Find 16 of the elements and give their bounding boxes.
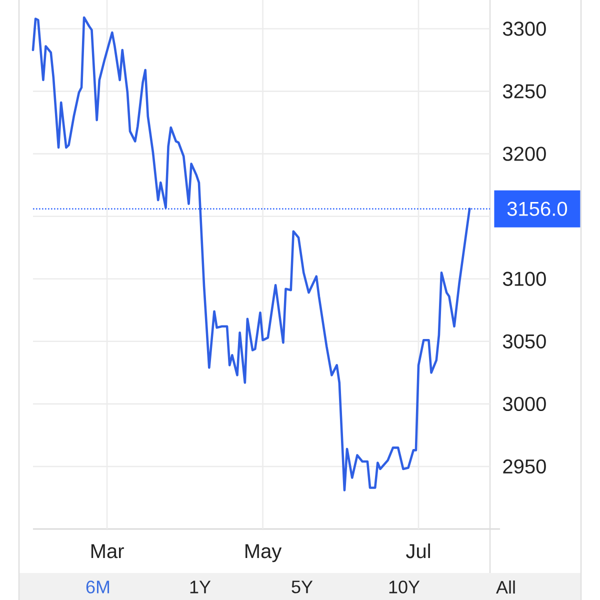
- y-tick-label: 3000: [502, 396, 546, 412]
- text: 10Y: [389, 580, 420, 594]
- y-tick-label: 2950: [503, 459, 546, 474]
- ref-line-label: 3156.0: [507, 202, 567, 216]
- y-tick-label: 3200: [502, 146, 546, 161]
- x-tick-label: May: [246, 544, 282, 562]
- y-tick-label: 3050: [502, 334, 546, 348]
- y-tick-label: 3100: [502, 272, 546, 286]
- text: 5Y: [292, 580, 313, 594]
- text: 1Y: [190, 580, 211, 594]
- text: All: [496, 580, 515, 594]
- text: 6M: [86, 580, 110, 594]
- x-tick-label: Jul: [406, 544, 430, 558]
- x-tick-label: Mar: [91, 544, 124, 558]
- y-tick-label: 3300: [502, 22, 546, 36]
- y-tick-label: 3250: [502, 84, 546, 98]
